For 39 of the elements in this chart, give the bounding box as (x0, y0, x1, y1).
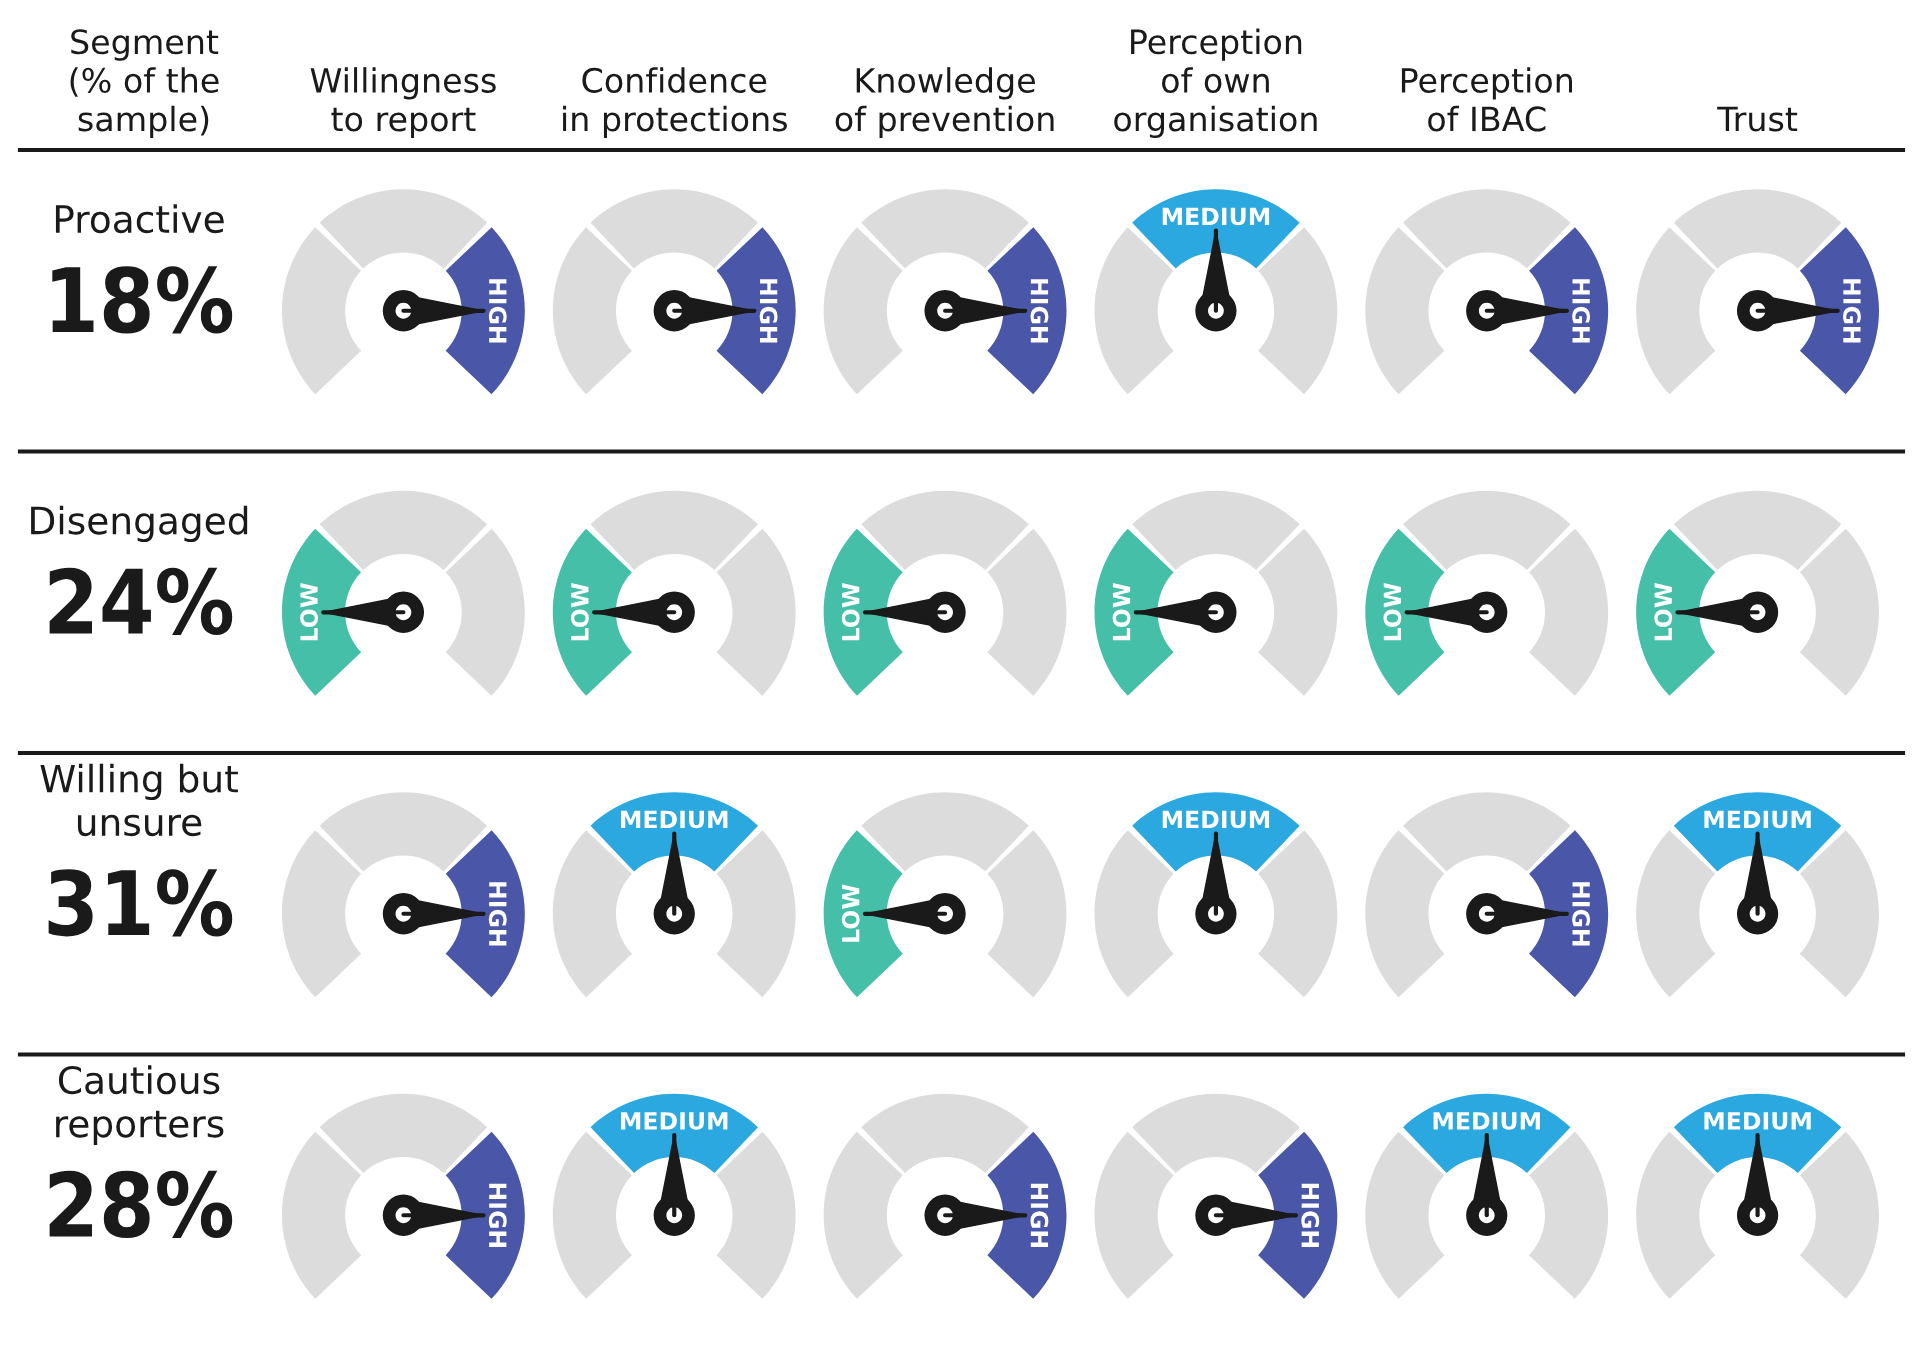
text: Willing but unsure (40, 763, 238, 837)
slice-label: HIGH (759, 279, 778, 343)
slice-label: MEDIUM (621, 810, 728, 829)
slice-label: LOW (570, 582, 589, 641)
slice-label: MEDIUM (1162, 207, 1270, 226)
text: 28% (49, 1170, 233, 1238)
slice-label: LOW (841, 884, 860, 942)
text: Disengaged (31, 505, 248, 542)
text: Willingness to report (310, 67, 496, 138)
text: 18% (52, 266, 233, 334)
text: Segment (% of the sample) (70, 29, 219, 138)
slice-label: HIGH (1301, 1183, 1320, 1248)
slice-label: MEDIUM (621, 1112, 728, 1130)
slice-label: MEDIUM (1704, 1112, 1811, 1130)
slice-label: LOW (300, 582, 318, 641)
slice-label: HIGH (1030, 1183, 1049, 1248)
text: Knowledge of prevention (835, 67, 1054, 138)
text: 24% (49, 567, 233, 635)
slice-label: HIGH (488, 279, 507, 343)
text: Confidence in protections (563, 67, 787, 138)
slice-label: MEDIUM (1433, 1112, 1540, 1130)
slice-label: HIGH (1572, 279, 1591, 343)
slice-label: HIGH (1842, 279, 1861, 343)
text: Proactive (55, 204, 224, 234)
slice-label: LOW (1112, 582, 1131, 641)
slice-label: MEDIUM (1704, 810, 1811, 829)
slice-label: HIGH (1572, 882, 1591, 946)
slice-label: HIGH (488, 882, 507, 946)
slice-label: LOW (1383, 582, 1402, 641)
text: Cautious reporters (56, 1065, 224, 1145)
text: Perception of own organisation (1114, 28, 1317, 138)
slice-label: LOW (841, 582, 860, 641)
slice-label: LOW (1654, 582, 1673, 641)
text: 31% (48, 869, 233, 937)
text: Trust (1717, 106, 1798, 132)
slice-label: MEDIUM (1162, 810, 1270, 829)
slice-label: HIGH (1030, 279, 1049, 343)
slice-label: HIGH (488, 1183, 507, 1248)
text: Perception of IBAC (1401, 67, 1573, 132)
